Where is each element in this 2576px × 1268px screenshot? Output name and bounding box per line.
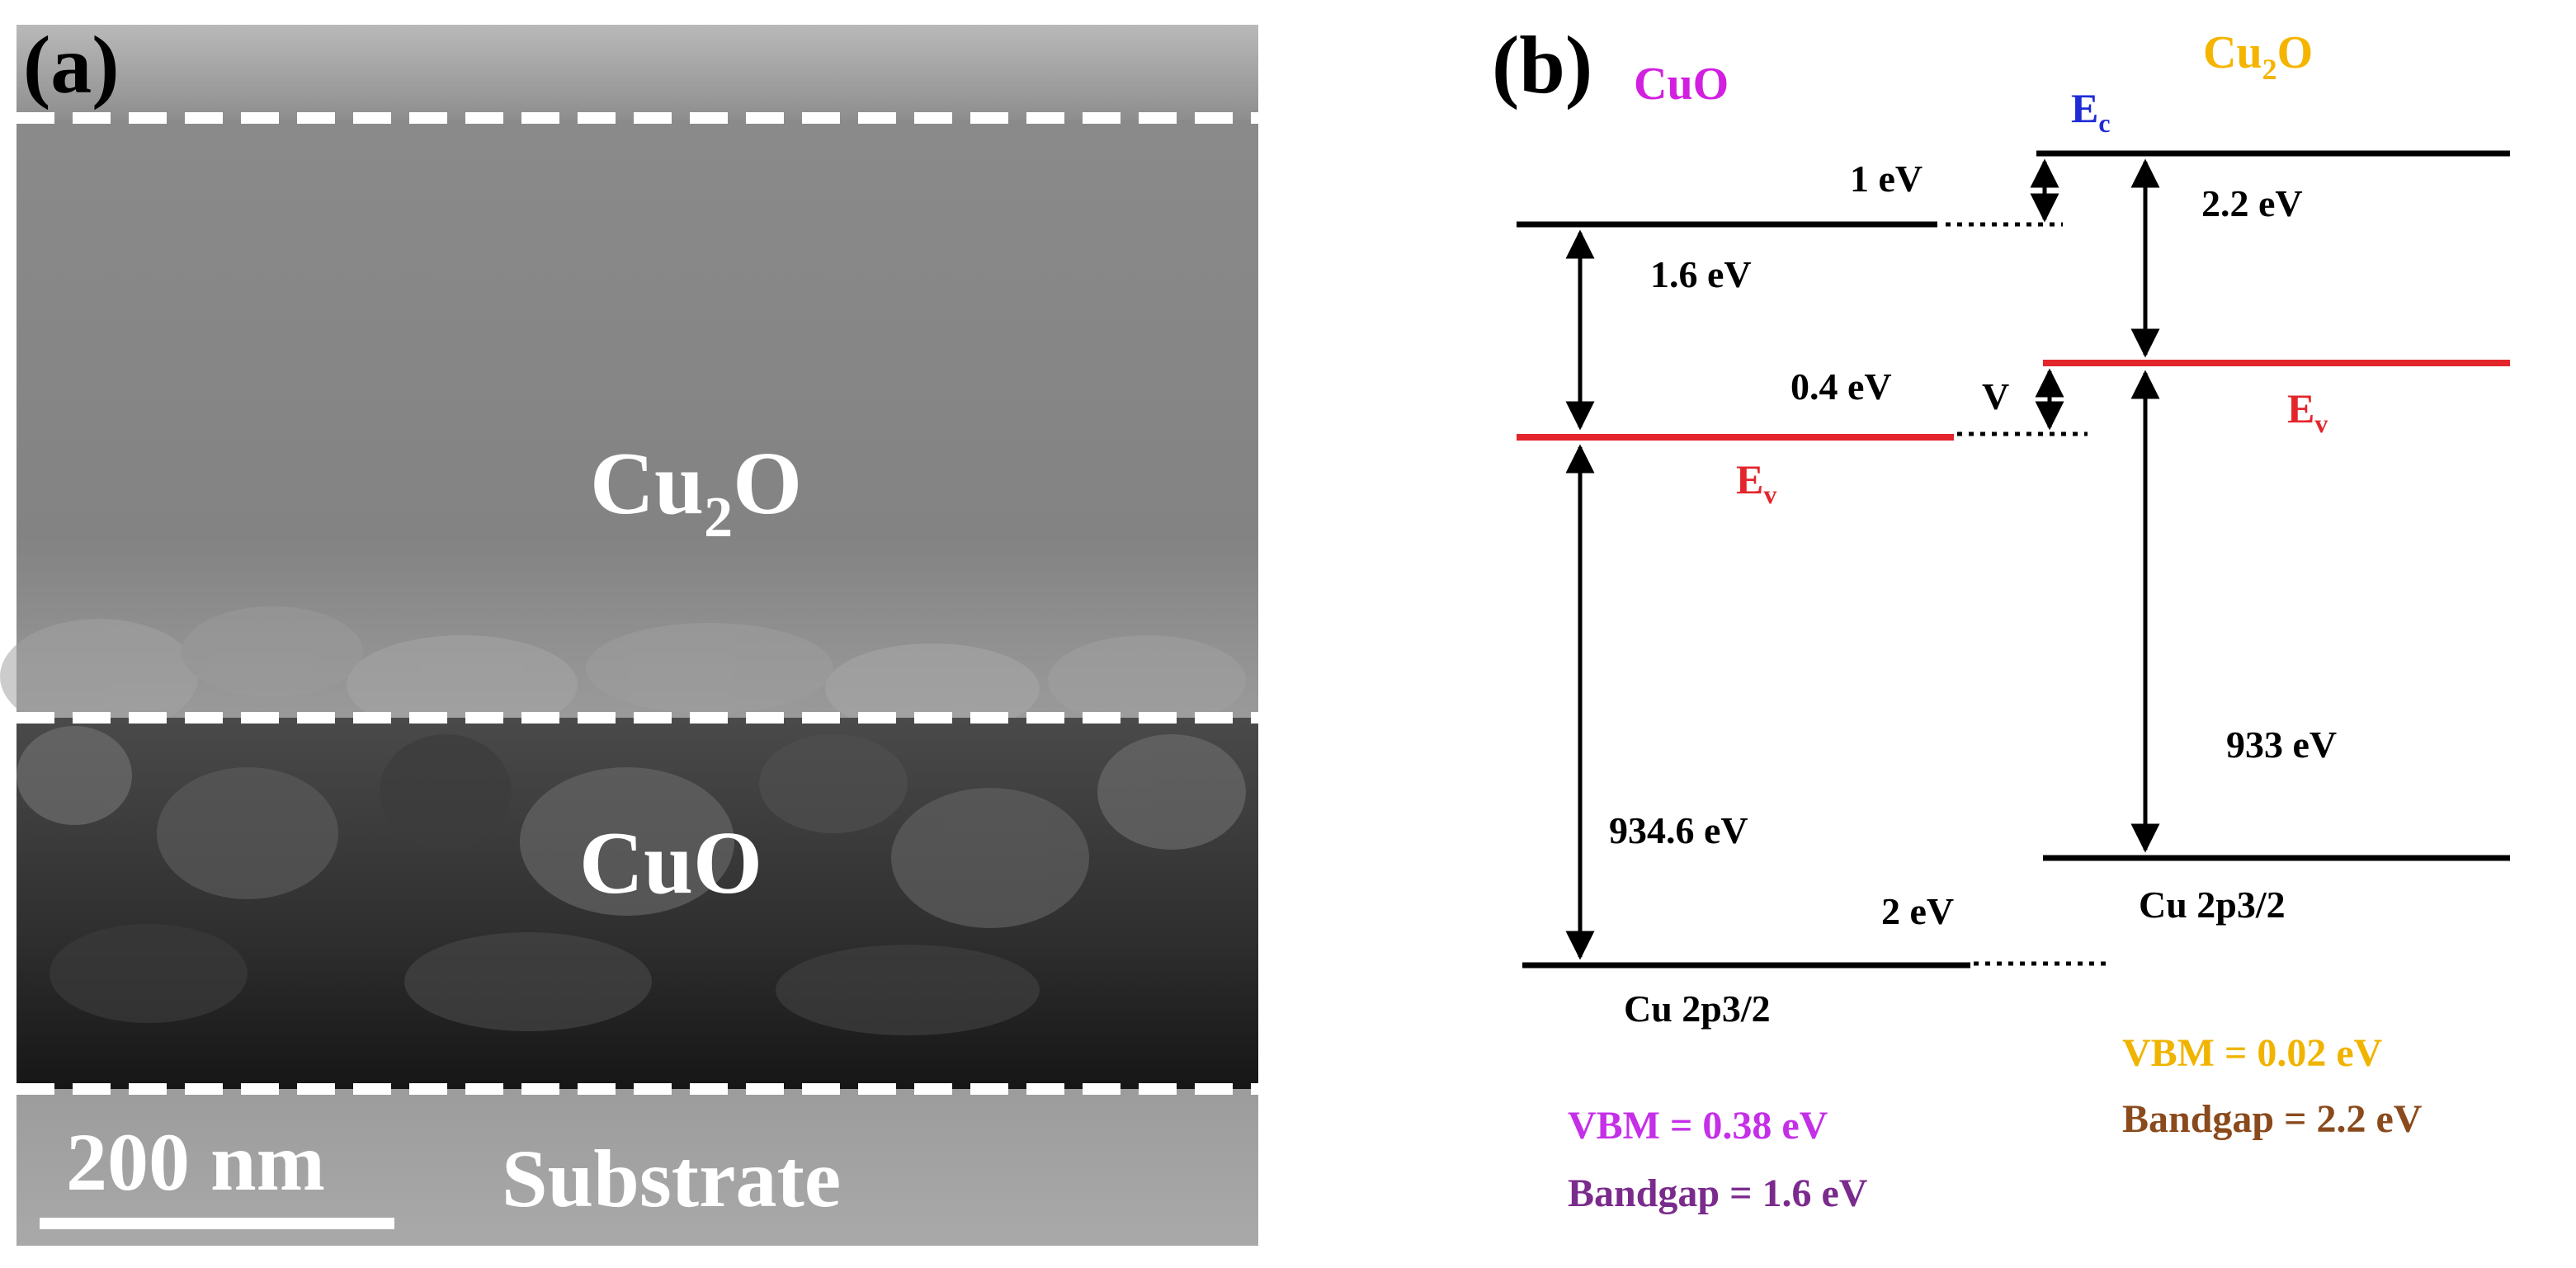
panel-b-label: (b) (1492, 19, 1592, 111)
cuo-title: CuO (1634, 59, 1729, 110)
substrate-layer-label: Substrate (502, 1133, 841, 1224)
cu2o-core-gap-label: 933 eV (2226, 724, 2337, 766)
cuo-core-gap-label: 934.6 eV (1609, 809, 1748, 851)
tem-cuo-grains (17, 726, 1246, 1035)
valence-offset-symbol: V (1982, 375, 2009, 417)
cu2o-bandgap: Bandgap = 2.2 eV (2122, 1097, 2423, 1141)
ec-label: Ec (2071, 85, 2111, 138)
cu2o-vbm: VBM = 0.02 eV (2122, 1031, 2383, 1075)
panel-a: (a) Cu2O CuO Substrate 200 nm (0, 19, 1258, 1246)
core-offset-label: 2 eV (1881, 890, 1954, 932)
panel-b: (b) CuO Cu2O Ec 1 eV 1.6 eV 0.4 eV V 2. (1492, 19, 2510, 1215)
cu2o-gap-label: 2.2 eV (2201, 182, 2303, 224)
cuo-bandgap: Bandgap = 1.6 eV (1568, 1171, 1868, 1215)
cu2o-layer-label: Cu2O (590, 435, 802, 549)
cuo-ev-label: Ev (1736, 456, 1776, 509)
tem-top-region (17, 25, 1258, 120)
valence-offset-label: 0.4 eV (1790, 365, 1892, 408)
cuo-layer-label: CuO (579, 814, 762, 912)
cu2o-core-label: Cu 2p3/2 (2139, 884, 2286, 926)
cu2o-title: Cu2O (2203, 27, 2313, 86)
cuo-core-label: Cu 2p3/2 (1624, 988, 1771, 1030)
scale-bar-label: 200 nm (66, 1116, 325, 1208)
scale-bar (40, 1218, 394, 1229)
cuo-vbm: VBM = 0.38 eV (1568, 1104, 1828, 1148)
cuo-gap-label: 1.6 eV (1650, 253, 1752, 295)
conduction-offset-label: 1 eV (1850, 158, 1923, 200)
panel-a-label: (a) (23, 19, 120, 111)
tem-interface-texture (0, 606, 1246, 734)
cu2o-ev-label: Ev (2287, 385, 2328, 438)
